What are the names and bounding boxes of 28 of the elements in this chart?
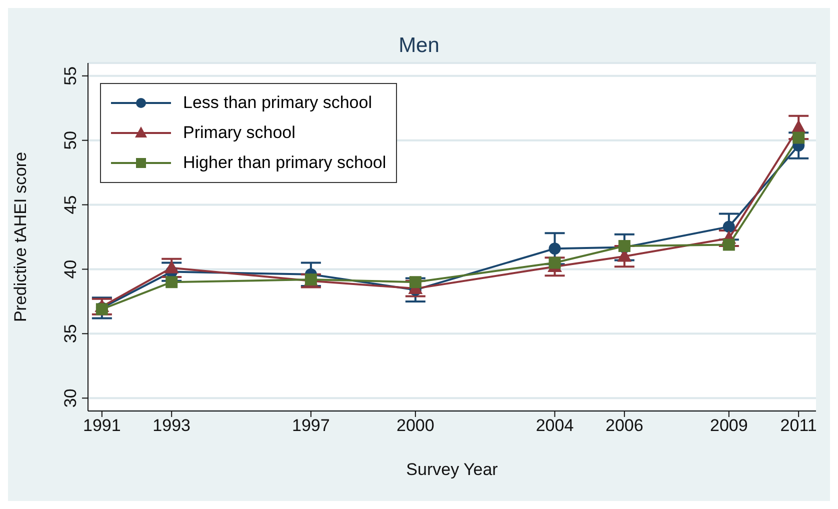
point (792, 132, 805, 144)
x-tick-label: 2006 (606, 416, 644, 436)
y-tick-label: 30 (61, 388, 80, 408)
y-axis-title: Predictive tAHEI score (11, 152, 30, 322)
x-tick-label: 2000 (396, 416, 434, 436)
x-tick-label: 1997 (292, 416, 330, 436)
legend-label: Primary school (183, 123, 296, 143)
x-tick-label: 2011 (780, 416, 817, 436)
point (722, 220, 735, 233)
x-tick-label: 2004 (536, 416, 574, 436)
point (409, 276, 422, 288)
point (548, 242, 561, 255)
x-tick-label: 1991 (83, 416, 121, 436)
x-tick-label: 2009 (710, 416, 748, 436)
x-tick-label: 1993 (152, 416, 191, 436)
y-tick-label: 55 (61, 66, 80, 86)
chart-title: Men (398, 34, 440, 58)
legend-label: Higher than primary school (183, 153, 386, 173)
legend-label: Less than primary school (183, 93, 372, 113)
point (548, 256, 561, 269)
y-tick-label: 40 (61, 260, 80, 279)
point (166, 276, 178, 288)
y-tick-label: 50 (61, 130, 80, 150)
y-tick-label: 35 (61, 324, 80, 344)
x-axis-title: Survey Year (406, 460, 498, 479)
y-tick-label: 45 (61, 195, 80, 214)
point (722, 238, 735, 251)
point (164, 260, 179, 274)
